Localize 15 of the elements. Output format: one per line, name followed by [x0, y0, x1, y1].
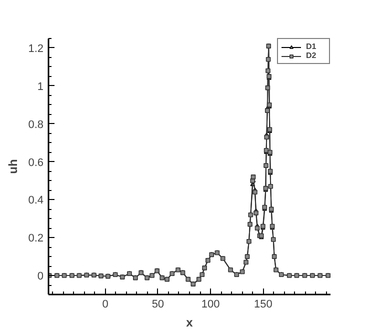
- y-tick-label: 0.2: [28, 232, 44, 245]
- y-tick-label: 0.6: [28, 156, 44, 169]
- x-tick-label: 0: [102, 298, 108, 310]
- y-tick-label: 1: [37, 80, 44, 93]
- legend-label: D2: [306, 51, 318, 60]
- y-tick-label: 0.8: [28, 118, 44, 131]
- x-tick-label: 150: [254, 298, 272, 310]
- x-tick-label: 50: [152, 298, 164, 310]
- y-axis-title: uh: [6, 159, 20, 174]
- legend-label: D1: [306, 42, 318, 51]
- y-tick-label: 1.2: [28, 42, 44, 55]
- y-tick-label: 0.4: [28, 194, 44, 207]
- x-axis-title: x: [186, 316, 194, 330]
- x-tick-label: 100: [201, 298, 220, 310]
- y-tick-label: 0: [37, 270, 44, 283]
